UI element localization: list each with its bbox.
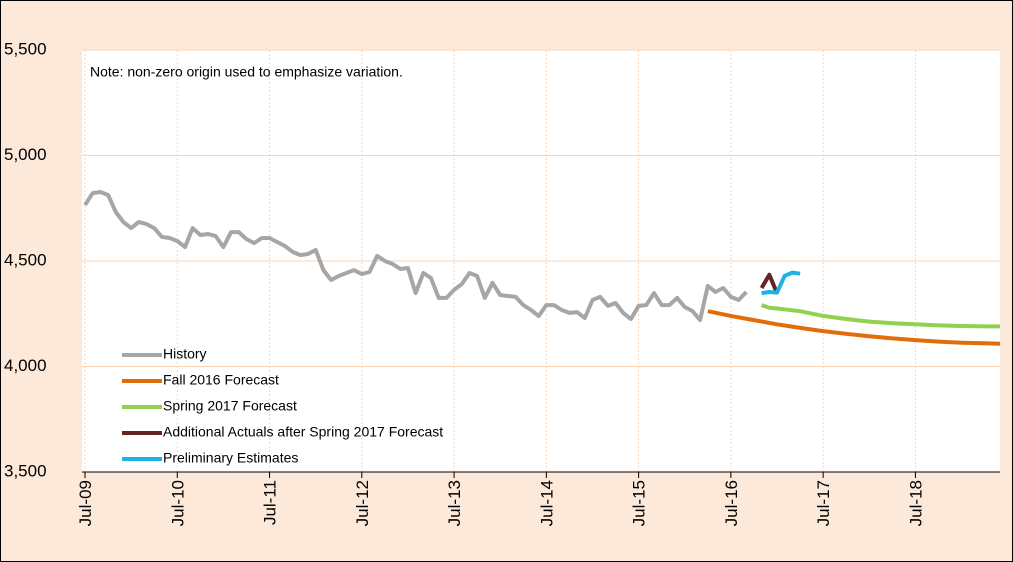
x-tick-label: Jul-12 xyxy=(353,480,372,526)
legend-label: Preliminary Estimates xyxy=(163,450,298,466)
y-tick-label: 4,000 xyxy=(4,356,47,375)
x-tick-label: Jul-13 xyxy=(445,480,464,526)
x-tick-label: Jul-17 xyxy=(814,480,833,526)
x-tick-label: Jul-11 xyxy=(261,480,280,525)
legend-label: History xyxy=(163,346,207,362)
grid xyxy=(82,49,1000,473)
x-tick-label: Jul-16 xyxy=(722,480,741,526)
legend-label: Spring 2017 Forecast xyxy=(163,398,297,414)
series-line xyxy=(707,309,1001,346)
x-tick-label: Jul-18 xyxy=(906,480,925,526)
y-tick-label: 5,500 xyxy=(4,39,47,58)
y-tick-label: 3,500 xyxy=(4,461,47,480)
x-tick-label: Jul-10 xyxy=(168,480,187,526)
x-tick-label: Jul-09 xyxy=(76,480,95,526)
y-tick-label: 4,500 xyxy=(4,250,47,269)
legend-label: Fall 2016 Forecast xyxy=(163,372,279,388)
series-line xyxy=(761,270,801,296)
series-line xyxy=(760,303,1000,329)
legend: History Fall 2016 Forecast Spring 2017 For… xyxy=(122,346,443,466)
annotation: Note: non-zero origin used to emphasize … xyxy=(90,64,403,80)
lines xyxy=(83,190,1001,346)
x-tick-label: Jul-15 xyxy=(630,480,649,526)
series-line xyxy=(83,190,748,323)
y-tick-label: 5,000 xyxy=(4,145,47,164)
series-line xyxy=(759,272,779,294)
x-tick-label: Jul-14 xyxy=(537,480,556,526)
legend-label: Additional Actuals after Spring 2017 For… xyxy=(163,424,443,440)
axes: 3,500 4,000 4,500 5,000 5,500 Jul-09 Jul-10 Jul… xyxy=(4,39,1000,526)
